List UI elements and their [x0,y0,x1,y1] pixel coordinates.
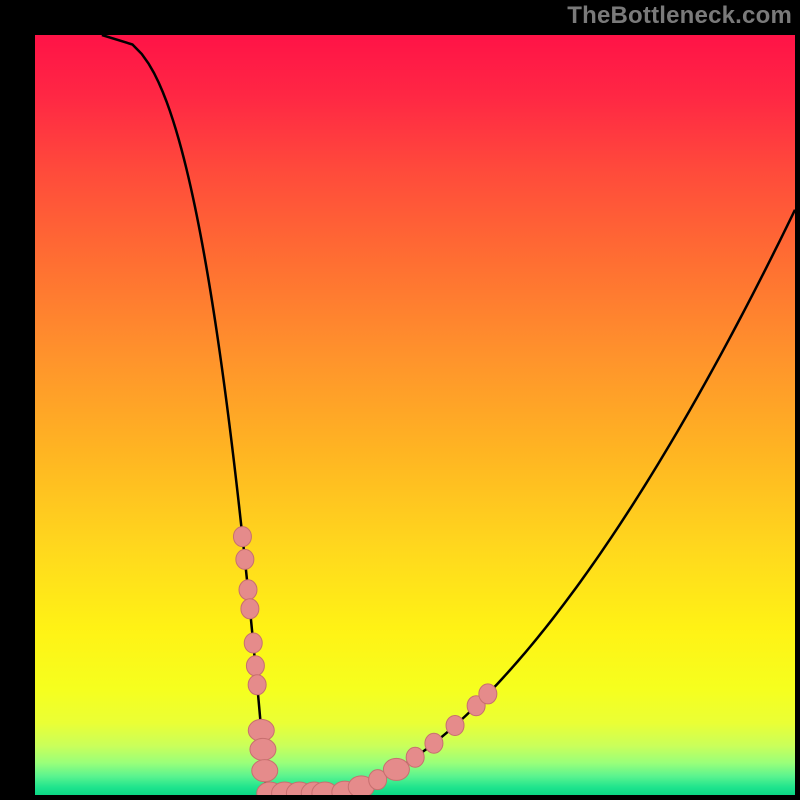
data-marker [406,747,424,767]
chart-svg [0,0,800,800]
data-marker [233,527,251,547]
data-marker [383,758,409,780]
data-marker [446,715,464,735]
data-marker [252,760,278,782]
data-marker [425,733,443,753]
chart-root: TheBottleneck.com [0,0,800,800]
data-marker [250,738,276,760]
data-marker [239,580,257,600]
gradient-background [35,35,795,795]
data-marker [246,656,264,676]
data-marker [241,599,259,619]
data-marker [244,633,262,653]
data-marker [479,684,497,704]
data-marker [248,675,266,695]
data-marker [236,549,254,569]
